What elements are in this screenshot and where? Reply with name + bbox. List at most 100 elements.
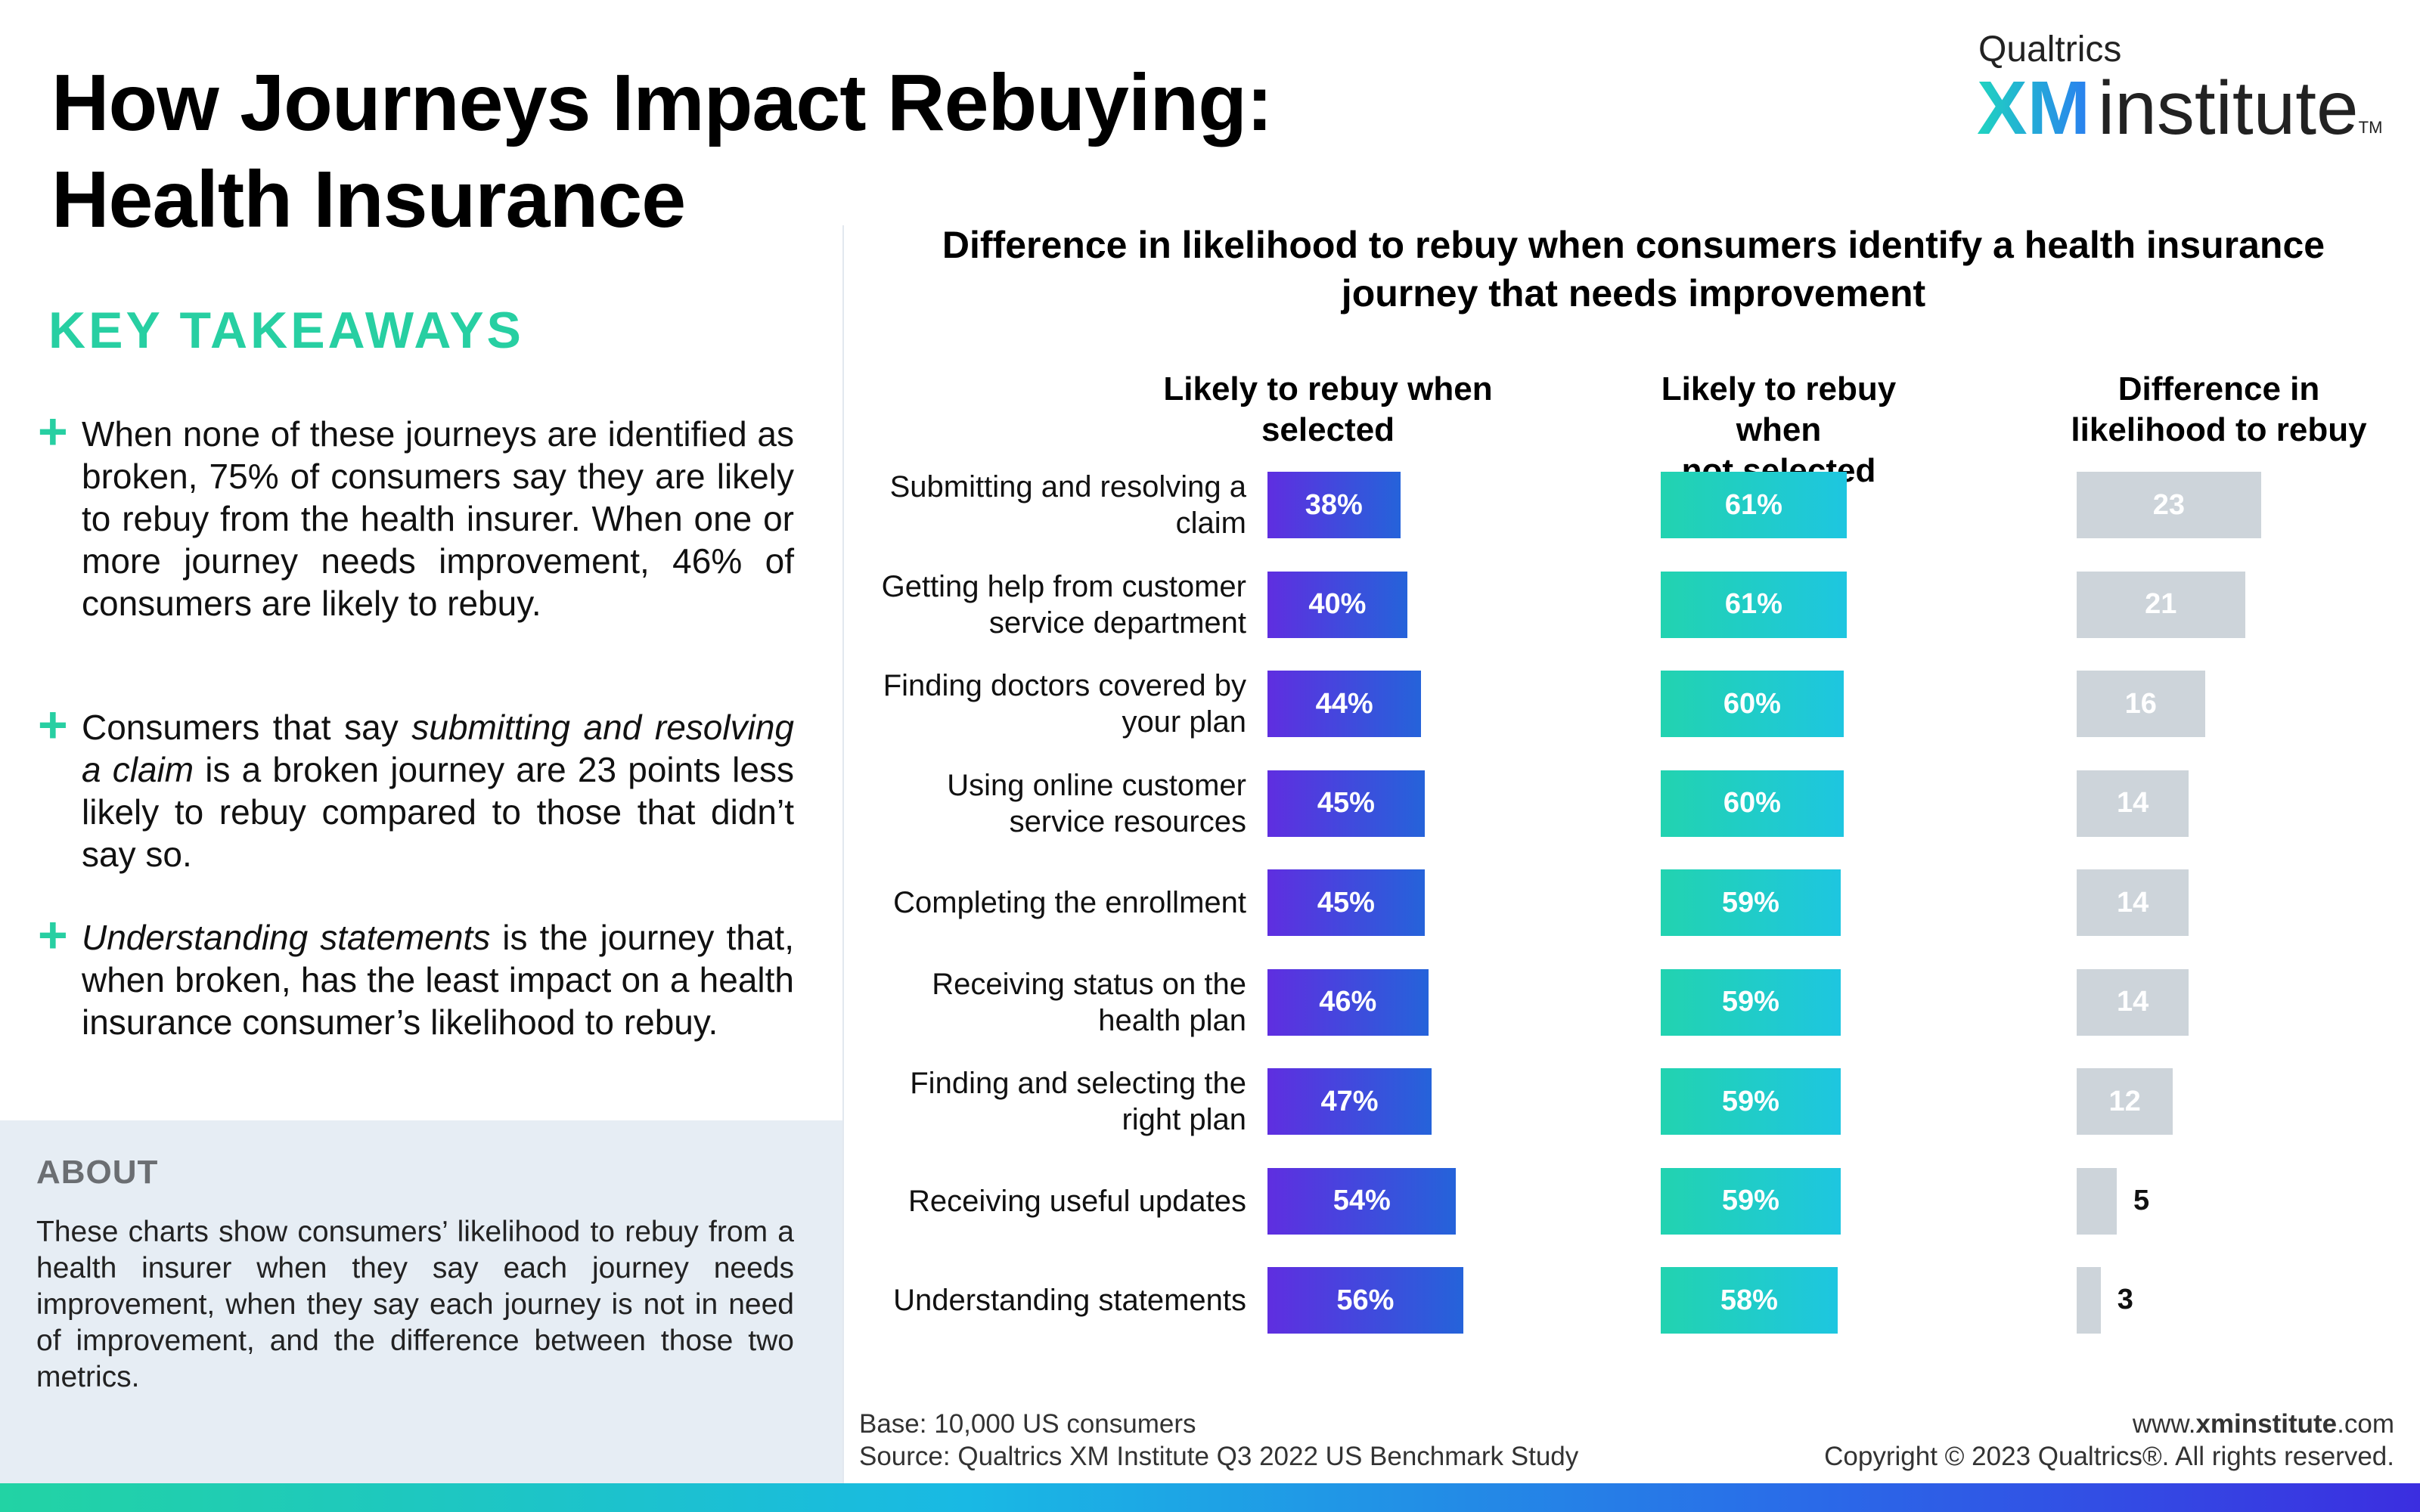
- bar-0-4: 45%: [1267, 869, 1425, 936]
- data-label: 38%: [1305, 488, 1363, 521]
- key-takeaways-heading: KEY TAKEAWAYS: [48, 302, 524, 359]
- plus-icon: +: [38, 906, 68, 964]
- bottom-gradient-strip: [0, 1483, 2420, 1512]
- category-label-line: Getting help from customer: [881, 569, 1246, 603]
- data-label: 21: [2145, 588, 2177, 620]
- data-label: 45%: [1317, 886, 1375, 919]
- category-label-line: Using online customer: [947, 768, 1246, 802]
- bar-0-5: 46%: [1267, 968, 1429, 1036]
- chart-title: Difference in likelihood to rebuy when c…: [942, 224, 2325, 314]
- category-label-line: your plan: [1122, 705, 1246, 739]
- category-label: Using online customer service resources: [832, 767, 1246, 840]
- data-label: 44%: [1315, 687, 1373, 720]
- data-label: 59%: [1721, 886, 1779, 919]
- about-heading: ABOUT: [36, 1154, 159, 1191]
- data-label: 12: [2108, 1085, 2141, 1117]
- bar-1-8: 58%: [1661, 1267, 1838, 1334]
- bar-2-3: 14: [2077, 770, 2189, 837]
- vertical-divider: [842, 225, 844, 1483]
- series-header-line: Likely to rebuy when: [1163, 370, 1493, 407]
- category-label-line: Receiving status on the: [932, 967, 1246, 1001]
- data-label: 3: [2117, 1284, 2133, 1315]
- category-label: Understanding statements: [832, 1282, 1246, 1318]
- data-label: 23: [2152, 488, 2186, 521]
- bar-2-2: 16: [2077, 671, 2205, 737]
- data-label: 16: [2124, 687, 2157, 720]
- bar-2-1: 21: [2077, 571, 2245, 638]
- bar-1-4: 59%: [1661, 869, 1841, 936]
- bar-0-1: 40%: [1267, 571, 1407, 638]
- page-title-line-2: Health Insurance: [51, 155, 686, 244]
- data-label: 60%: [1723, 687, 1781, 720]
- footer-url[interactable]: www.xminstitute.com: [2132, 1409, 2394, 1439]
- takeaway-text: Consumers that say submitting and resolv…: [82, 708, 794, 874]
- data-label: 58%: [1720, 1284, 1778, 1316]
- category-label: Receiving status on the health plan: [832, 966, 1246, 1039]
- series-header-1: Likely to rebuy when not selected: [1627, 369, 1930, 491]
- category-label-line: Understanding statements: [893, 1284, 1246, 1317]
- series-header-2: Difference in likelihood to rebuy: [2060, 369, 2378, 451]
- bar-0-2: 44%: [1267, 671, 1422, 737]
- data-label: 56%: [1336, 1284, 1395, 1316]
- data-label: 14: [2117, 886, 2149, 919]
- takeaway-text: Understanding statements is the journey …: [82, 918, 794, 1042]
- data-label: 54%: [1333, 1185, 1391, 1216]
- category-label-line: claim: [1175, 507, 1246, 540]
- category-label-line: service resources: [1009, 804, 1246, 838]
- data-label: 59%: [1721, 986, 1779, 1018]
- category-label: Getting help from customer service depart…: [832, 569, 1246, 641]
- data-label: 59%: [1721, 1085, 1779, 1117]
- bar-2-7: [2077, 1167, 2117, 1235]
- takeaway-3: + Understanding statements is the journe…: [38, 906, 794, 1043]
- data-label: 5: [2133, 1184, 2150, 1216]
- series-header-line: selected: [1261, 411, 1395, 448]
- bar-1-1: 61%: [1661, 571, 1847, 638]
- category-label: Submitting and resolving a claim: [832, 469, 1246, 541]
- bar-1-6: 59%: [1661, 1068, 1841, 1135]
- brand-logo: XM instituteTM: [1977, 67, 2382, 150]
- bar-2-0: 23: [2077, 472, 2261, 538]
- brand-xm: XM: [1977, 66, 2090, 150]
- takeaway-2: + Consumers that say submitting and reso…: [38, 696, 794, 875]
- bar-1-2: 60%: [1661, 671, 1844, 737]
- category-label: Receiving useful updates: [832, 1183, 1246, 1219]
- bar-2-4: 14: [2077, 869, 2189, 936]
- category-label-line: Completing the enrollment: [893, 886, 1246, 919]
- category-label: Completing the enrollment: [832, 885, 1246, 921]
- bar-2-8: [2077, 1267, 2101, 1334]
- data-label: 14: [2117, 787, 2149, 819]
- bar-0-0: 38%: [1267, 472, 1401, 538]
- category-label-line: right plan: [1122, 1103, 1246, 1136]
- category-label-line: health plan: [1098, 1003, 1246, 1037]
- category-label-line: service department: [988, 606, 1246, 640]
- series-header-line: likelihood to rebuy: [2071, 411, 2367, 448]
- footer-copyright: Copyright © 2023 Qualtrics®. All rights …: [1824, 1442, 2394, 1471]
- bar-0-3: 45%: [1267, 770, 1425, 837]
- footer-base: Base: 10,000 US consumers: [859, 1409, 1196, 1439]
- category-label-line: Finding and selecting the: [910, 1067, 1246, 1100]
- category-label-line: Receiving useful updates: [908, 1184, 1246, 1218]
- brand-qualtrics: Qualtrics: [1978, 29, 2122, 70]
- series-header-line: Likely to rebuy when: [1661, 370, 1897, 448]
- bar-1-7: 59%: [1661, 1167, 1841, 1235]
- data-label: 60%: [1723, 787, 1781, 819]
- page-title-line-1: How Journeys Impact Rebuying:: [51, 58, 1273, 147]
- data-label: 61%: [1724, 588, 1782, 620]
- about-panel: [0, 1120, 842, 1483]
- data-label: 47%: [1320, 1085, 1379, 1117]
- bar-0-6: 47%: [1267, 1068, 1432, 1135]
- footer-source: Source: Qualtrics XM Institute Q3 2022 U…: [859, 1442, 1579, 1471]
- brand-tm: TM: [2358, 118, 2383, 137]
- category-label-line: Finding doctors covered by: [883, 669, 1246, 702]
- bar-0-8: 56%: [1267, 1267, 1463, 1334]
- brand-institute: institute: [2098, 66, 2359, 150]
- series-header-line: Difference in: [2118, 370, 2320, 407]
- data-label: 59%: [1721, 1185, 1779, 1216]
- page-title: How Journeys Impact Rebuying: Health Ins…: [51, 54, 1337, 248]
- category-label: Finding doctors covered by your plan: [832, 668, 1246, 740]
- bar-2-5: 14: [2077, 968, 2189, 1036]
- bar-1-3: 60%: [1661, 770, 1844, 837]
- category-label-line: Submitting and resolving a: [889, 470, 1246, 503]
- bar-1-5: 59%: [1661, 968, 1841, 1036]
